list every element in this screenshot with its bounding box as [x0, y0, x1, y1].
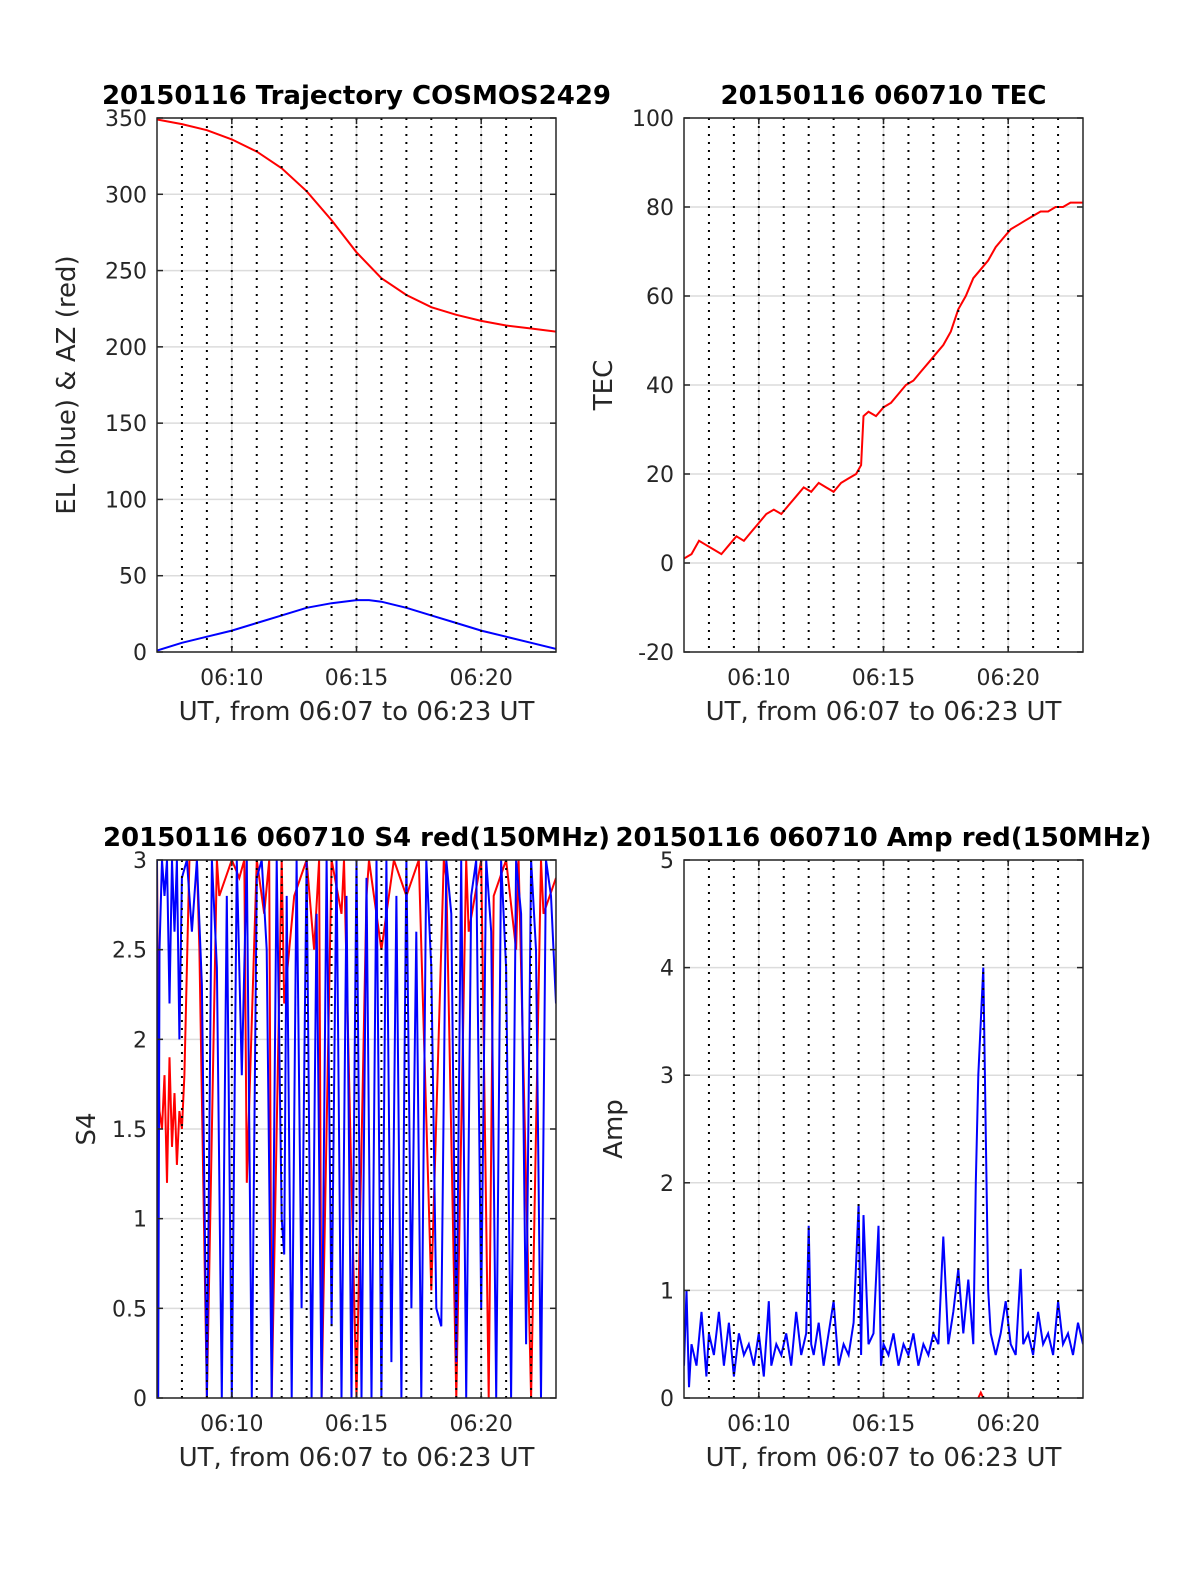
amp-xtick-label: 06:10: [727, 1412, 790, 1437]
s4-ytick-label: 2.5: [112, 939, 147, 964]
amp-ytick-label: 4: [660, 957, 674, 982]
amp-xtick-label: 06:20: [976, 1412, 1039, 1437]
tec-panel: -20 0 20 40 60 80 100 06:10 06:15 06:20 20150116 0…: [589, 81, 1084, 727]
amp-ytick-label: 0: [660, 1387, 674, 1412]
tec-yaxis-label: TEC: [589, 360, 619, 411]
tec-ytick-label: 20: [646, 463, 674, 488]
tec-xaxis-label: UT, from 06:07 to 06:23 UT: [706, 697, 1062, 727]
amp-panel: 0 1 2 3 4 5 06:10 06:15 06:20 20150116 060710 Amp…: [599, 823, 1152, 1473]
tec-ytick-label: 0: [660, 552, 674, 577]
tec-ytick-label: 80: [646, 196, 674, 221]
tec-xtick-label: 06:10: [727, 666, 790, 691]
trajectory-series-blue-line: [157, 599, 556, 652]
trajectory-ytick-label: 250: [105, 260, 147, 285]
s4-ytick-label: 1: [133, 1208, 147, 1233]
trajectory-ytick-label: 100: [105, 488, 147, 513]
s4-panel: 0 0.5 1 1.5 2 2.5 3 06:10 06:15 06:20 20150116 060…: [72, 823, 610, 1473]
s4-xtick-label: 06:15: [325, 1412, 388, 1437]
tec-ytick-label: -20: [638, 641, 674, 666]
s4-series-group: [157, 860, 556, 1398]
trajectory-ytick-label: 300: [105, 183, 147, 208]
trajectory-xtick-label: 06:20: [449, 666, 512, 691]
amp-chart-title: 20150116 060710 Amp red(150MHz): [615, 823, 1151, 853]
amp-ytick-label: 3: [660, 1064, 674, 1089]
s4-series-blue-line: [157, 860, 556, 1398]
trajectory-ytick-label: 200: [105, 336, 147, 361]
s4-chart-title: 20150116 060710 S4 red(150MHz): [103, 823, 610, 853]
trajectory-ytick-label: 350: [105, 107, 147, 132]
s4-ytick-label: 2: [133, 1028, 147, 1053]
s4-yaxis-label: S4: [72, 1112, 102, 1145]
trajectory-panel: 0 50 100 150 200 250 300 350 06:10 06:15 06:20 2015…: [52, 81, 611, 727]
amp-xtick-label: 06:15: [852, 1412, 915, 1437]
s4-xtick-label: 06:10: [200, 1412, 263, 1437]
s4-ytick-label: 1.5: [112, 1118, 147, 1143]
tec-xtick-label: 06:15: [852, 666, 915, 691]
trajectory-ytick-label: 0: [133, 641, 147, 666]
trajectory-series-group: [157, 118, 556, 652]
tec-series-group: [684, 201, 1083, 560]
s4-xaxis-label: UT, from 06:07 to 06:23 UT: [179, 1443, 535, 1473]
amp-ytick-label: 2: [660, 1172, 674, 1197]
trajectory-chart-title: 20150116 Trajectory COSMOS2429: [102, 81, 611, 111]
trajectory-xtick-label: 06:15: [325, 666, 388, 691]
tec-ytick-label: 100: [632, 107, 674, 132]
tec-chart-title: 20150116 060710 TEC: [721, 81, 1047, 111]
tec-series-red-line: [684, 201, 1083, 560]
tec-xtick-label: 06:20: [976, 666, 1039, 691]
s4-ytick-label: 0: [133, 1387, 147, 1412]
s4-ytick-label: 3: [133, 849, 147, 874]
amp-ytick-label: 5: [660, 849, 674, 874]
trajectory-ytick-label: 150: [105, 412, 147, 437]
trajectory-xaxis-label: UT, from 06:07 to 06:23 UT: [179, 697, 535, 727]
trajectory-xtick-label: 06:10: [200, 666, 263, 691]
amp-xaxis-label: UT, from 06:07 to 06:23 UT: [706, 1443, 1062, 1473]
trajectory-ytick-label: 50: [119, 565, 147, 590]
s4-xtick-label: 06:20: [449, 1412, 512, 1437]
tec-ytick-label: 60: [646, 285, 674, 310]
amp-yaxis-label: Amp: [599, 1099, 629, 1159]
s4-ytick-label: 0.5: [112, 1297, 147, 1322]
trajectory-yaxis-label: EL (blue) & AZ (red): [52, 255, 82, 514]
amp-series-blue-line: [684, 967, 1083, 1388]
amp-ytick-label: 1: [660, 1279, 674, 1304]
tec-ytick-label: 40: [646, 374, 674, 399]
trajectory-series-red-line: [157, 118, 556, 333]
